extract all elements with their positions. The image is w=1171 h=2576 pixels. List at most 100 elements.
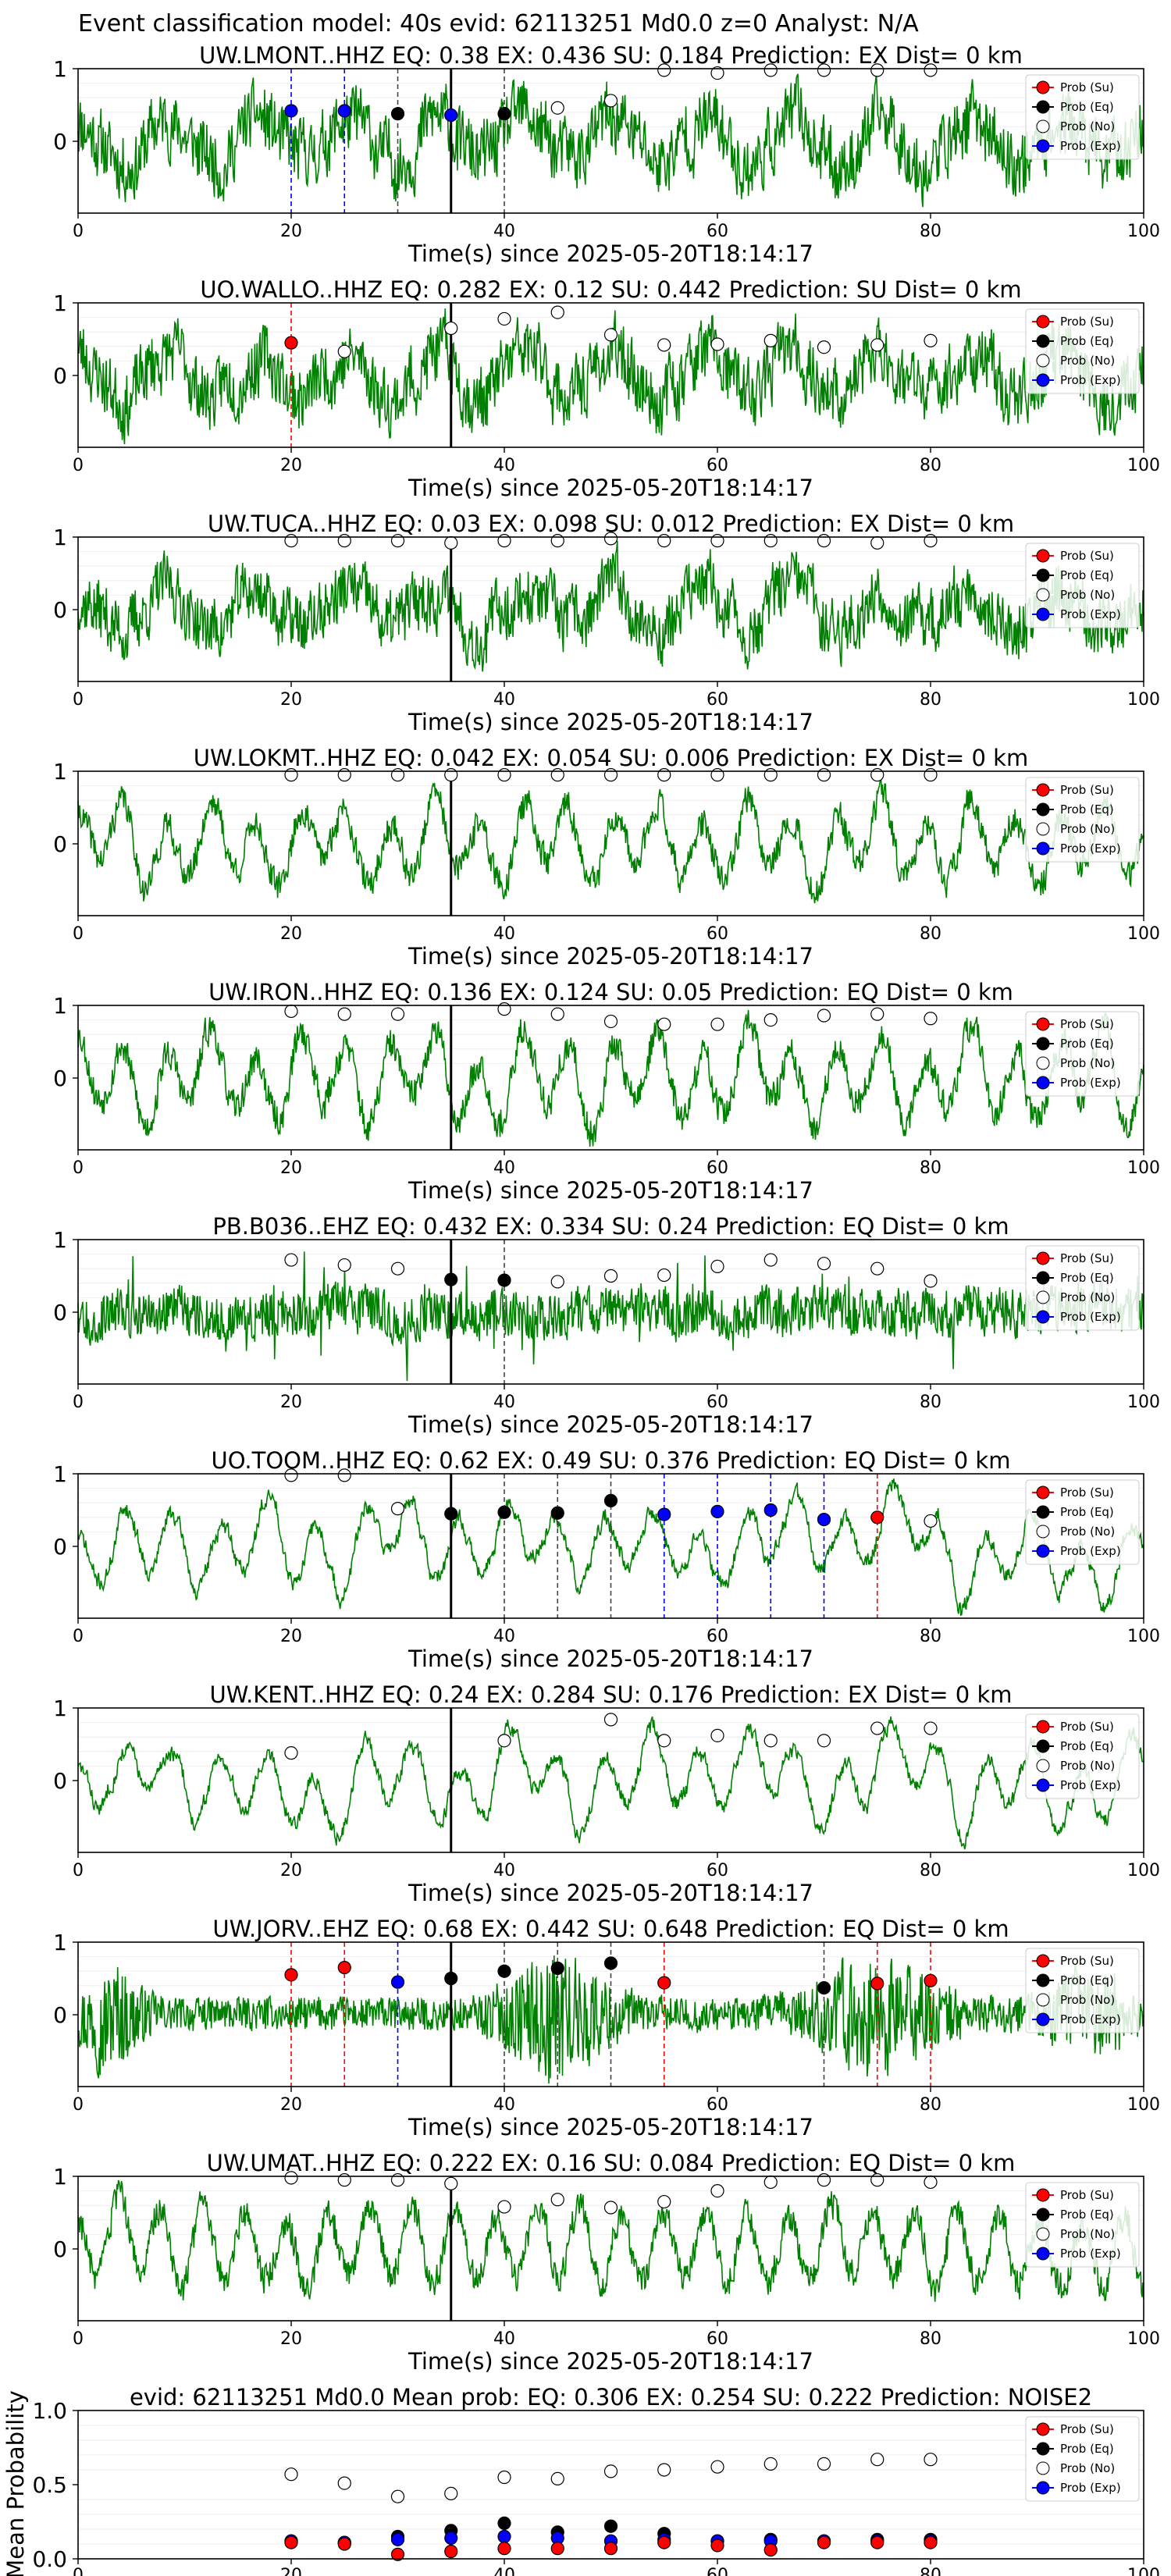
mean-marker-eq	[497, 2516, 511, 2530]
legend-marker-exp	[1036, 1778, 1050, 1792]
prob-marker-no	[444, 2176, 458, 2190]
prob-marker-su	[337, 1960, 351, 1975]
panel-title: evid: 62113251 Md0.0 Mean prob: EQ: 0.30…	[130, 2384, 1092, 2411]
x-tick-label: 40	[493, 1627, 515, 1646]
prob-marker-su	[870, 1510, 884, 1525]
x-tick-label: 20	[280, 1158, 302, 1178]
prob-marker-no	[924, 1012, 938, 1026]
mean-marker-su	[390, 2547, 405, 2561]
waveform-trace	[77, 1716, 1144, 1850]
legend-box	[1025, 74, 1140, 160]
prob-marker-no	[924, 2175, 938, 2190]
prob-marker-no	[550, 2193, 564, 2207]
x-tick-label: 0	[73, 1627, 84, 1646]
legend-marker-no	[1036, 822, 1050, 836]
x-tick-label: 100	[1127, 456, 1160, 475]
x-tick-label: 0	[73, 924, 84, 944]
y-tick-label: 1	[53, 1227, 67, 1253]
prob-marker-no	[444, 535, 458, 550]
prob-marker-no	[817, 63, 831, 77]
legend-box	[1025, 308, 1140, 394]
legend-label-eq: Prob (Eq)	[1060, 2442, 1114, 2456]
y-tick-label: 0.5	[32, 2472, 67, 2498]
panel-title: UO.TOOM..HHZ EQ: 0.62 EX: 0.49 SU: 0.376…	[212, 1447, 1011, 1474]
legend-marker-eq	[1036, 1739, 1050, 1753]
legend-marker-exp	[1036, 2247, 1050, 2261]
y-tick-label: 1	[53, 290, 67, 316]
x-tick-label: 0	[73, 1861, 84, 1880]
x-tick-label: 100	[1127, 690, 1160, 710]
legend-label-exp: Prob (Exp)	[1060, 607, 1121, 621]
y-tick-label: 1	[53, 1461, 67, 1487]
x-tick-label: 0	[73, 1158, 84, 1178]
prob-marker-su	[284, 336, 298, 350]
legend-box	[1025, 2182, 1140, 2268]
prob-marker-no	[763, 63, 778, 77]
prob-marker-no	[603, 1014, 618, 1029]
prob-marker-no	[337, 534, 351, 548]
y-tick-label: 1	[53, 1930, 67, 1955]
prob-marker-exp	[763, 1503, 778, 1517]
x-tick-label: 40	[493, 2566, 515, 2576]
legend-marker-su	[1036, 1251, 1050, 1265]
prob-marker-no	[390, 1007, 405, 1021]
x-tick-label: 60	[707, 690, 728, 710]
legend-label-eq: Prob (Eq)	[1060, 1037, 1114, 1051]
x-tick-label: 40	[493, 456, 515, 475]
legend-label-exp: Prob (Exp)	[1060, 2247, 1121, 2261]
panel-uw-jorv--ehz: UW.JORV..EHZ EQ: 0.68 EX: 0.442 SU: 0.64…	[53, 1916, 1160, 2140]
legend-marker-no	[1036, 1525, 1050, 1539]
prob-marker-no	[817, 340, 831, 354]
legend-label-no: Prob (No)	[1060, 822, 1115, 836]
prob-marker-no	[337, 1007, 351, 1021]
legend-label-su: Prob (Su)	[1060, 549, 1114, 563]
prob-marker-no	[497, 534, 511, 548]
x-tick-label: 60	[707, 1861, 728, 1880]
legend-label-exp: Prob (Exp)	[1060, 2012, 1121, 2026]
x-tick-label: 20	[280, 1861, 302, 1880]
y-tick-label: 0	[53, 2236, 67, 2262]
x-tick-label: 100	[1127, 1393, 1160, 1412]
prob-marker-no	[337, 344, 351, 358]
x-tick-label: 20	[280, 2095, 302, 2115]
mean-marker-su	[444, 2544, 458, 2559]
legend-marker-su	[1036, 1017, 1050, 1031]
prob-marker-no	[657, 768, 671, 782]
prob-marker-no	[657, 338, 671, 352]
x-tick-label: 100	[1127, 924, 1160, 944]
prob-marker-no	[603, 768, 618, 782]
prob-marker-exp	[710, 1504, 724, 1518]
legend-marker-su	[1036, 2188, 1050, 2202]
legend-label-no: Prob (No)	[1060, 1056, 1115, 1070]
x-tick-label: 100	[1127, 2095, 1160, 2115]
prob-marker-eq	[817, 1980, 831, 1995]
y-tick-label: 0	[53, 1534, 67, 1560]
legend-label-exp: Prob (Exp)	[1060, 1544, 1121, 1558]
legend-label-exp: Prob (Exp)	[1060, 2481, 1121, 2495]
x-tick-label: 100	[1127, 1861, 1160, 1880]
prob-marker-no	[550, 305, 564, 319]
x-tick-label: 40	[493, 222, 515, 241]
mean-marker-no	[817, 2457, 831, 2471]
legend-label-su: Prob (Su)	[1060, 1720, 1114, 1734]
waveform-trace	[77, 2179, 1144, 2302]
prob-marker-no	[390, 1261, 405, 1276]
prob-marker-exp	[817, 1512, 831, 1527]
legend-marker-eq	[1036, 1505, 1050, 1519]
x-axis-label: Time(s) since 2025-05-20T18:14:17	[408, 943, 813, 970]
x-axis-label: Time(s) since 2025-05-20T18:14:17	[408, 1411, 813, 1438]
legend-marker-su	[1036, 783, 1050, 797]
x-tick-label: 80	[920, 924, 941, 944]
x-tick-label: 100	[1127, 1627, 1160, 1646]
x-tick-label: 60	[707, 456, 728, 475]
panel-title: UO.WALLO..HHZ EQ: 0.282 EX: 0.12 SU: 0.4…	[200, 276, 1021, 303]
x-tick-label: 0	[73, 2095, 84, 2115]
legend-label-eq: Prob (Eq)	[1060, 1505, 1114, 1519]
prob-marker-no	[710, 2184, 724, 2198]
y-tick-label: 0	[53, 831, 67, 857]
legend-marker-no	[1036, 119, 1050, 133]
prob-marker-no	[657, 1268, 671, 1283]
x-tick-label: 60	[707, 1627, 728, 1646]
legend-marker-no	[1036, 2227, 1050, 2241]
legend-marker-su	[1036, 1485, 1050, 1500]
